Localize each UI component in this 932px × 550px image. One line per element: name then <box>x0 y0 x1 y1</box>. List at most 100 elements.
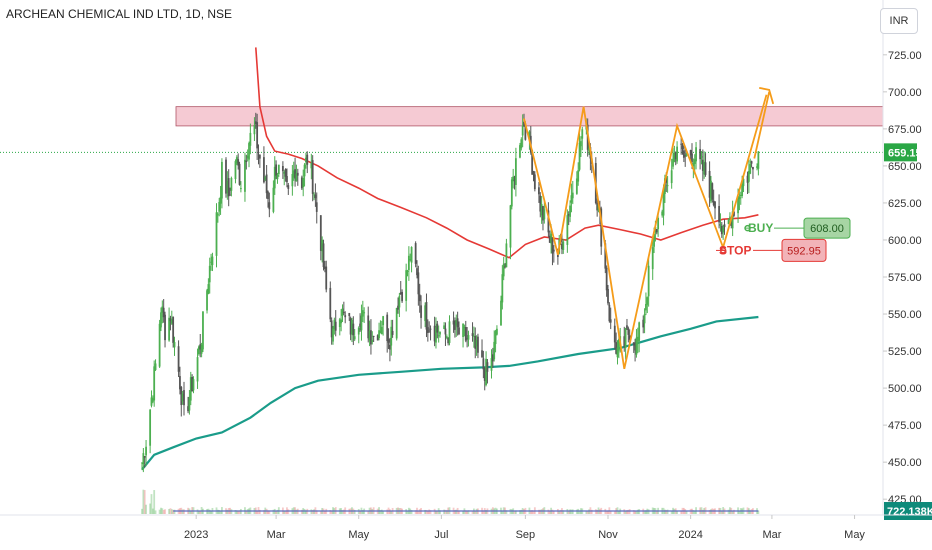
candle-body <box>306 154 309 165</box>
candle-body <box>711 183 714 200</box>
candle-body <box>494 331 497 345</box>
volume-bar <box>235 510 238 514</box>
volume-bar <box>665 509 668 514</box>
candle-body <box>227 178 230 197</box>
candle-body <box>382 316 385 326</box>
candle-body <box>662 189 665 216</box>
candle-body <box>283 171 286 174</box>
volume-bar <box>510 509 513 514</box>
candle-body <box>452 320 455 325</box>
candle-body <box>257 151 260 153</box>
volume-bar <box>738 510 741 514</box>
volume-bar <box>636 509 639 514</box>
x-axis[interactable]: 2023 Mar May Jul Sep Nov 2024 Mar May <box>0 514 932 541</box>
candle-body <box>361 310 364 317</box>
candle-body <box>284 169 287 177</box>
buy-label: BUY <box>748 221 773 235</box>
candle-body <box>141 462 143 464</box>
volume-bar <box>208 509 211 514</box>
candle-body <box>676 146 678 162</box>
candle-body <box>750 161 753 164</box>
candle-body <box>504 266 506 268</box>
volume-bar <box>670 510 673 514</box>
y-tick-label: 700.00 <box>888 87 922 99</box>
candle-body <box>646 297 649 305</box>
candle-body <box>199 344 202 350</box>
volume-bar <box>199 510 202 514</box>
candle-body <box>519 145 521 158</box>
candle-body <box>207 284 210 294</box>
volume-bar <box>443 509 445 514</box>
volume-bar <box>342 509 345 514</box>
volume-bar <box>424 509 427 514</box>
volume-bar <box>607 510 609 514</box>
target-arrow-shaft <box>753 91 771 159</box>
candle-body <box>463 327 466 329</box>
volume-bar <box>531 510 534 514</box>
volume-bar <box>655 510 658 514</box>
volume-bar <box>598 509 601 514</box>
candle-body <box>733 211 735 216</box>
volume-bar <box>540 509 543 514</box>
candle-body <box>401 291 403 302</box>
volume-bar <box>594 509 597 514</box>
volume-bar <box>627 509 630 514</box>
candle-body <box>666 185 669 187</box>
volume-bar <box>605 510 608 514</box>
candle-body <box>219 196 222 204</box>
candle-body <box>200 345 203 354</box>
last-price-tag <box>884 143 917 162</box>
currency-button[interactable]: INR <box>880 8 918 34</box>
volume-bar <box>647 509 650 514</box>
volume-bar <box>238 510 241 514</box>
candle-body <box>414 243 417 264</box>
candle-body <box>234 161 237 180</box>
y-tick-label: 600.00 <box>888 235 922 247</box>
candle-body <box>704 162 707 175</box>
candle-body <box>426 327 429 333</box>
volume-bar <box>414 510 417 514</box>
candle-body <box>225 159 227 194</box>
candle-body <box>729 216 731 218</box>
volume-bar <box>154 510 157 514</box>
candle-body <box>281 165 284 172</box>
volume-bar <box>588 509 590 514</box>
y-tick-label: 525.00 <box>888 346 922 358</box>
candle-body <box>208 265 211 283</box>
candle-body <box>562 241 565 250</box>
candle-body <box>229 194 231 196</box>
candle-body <box>319 215 322 251</box>
candle-body <box>477 336 479 353</box>
candle-body <box>578 142 581 170</box>
candle-body <box>235 157 238 164</box>
volume-bar <box>720 510 723 514</box>
moving-average-green <box>141 315 759 471</box>
candle-body <box>179 376 181 390</box>
volume-bar <box>149 503 152 514</box>
volume-bar <box>158 509 161 514</box>
candle-body <box>196 357 199 382</box>
candle-body <box>454 320 456 330</box>
candle-body <box>674 152 677 160</box>
x-tick-label: 2024 <box>678 529 702 541</box>
candle-body <box>703 161 706 175</box>
candle-body <box>531 150 534 175</box>
candle-body <box>689 150 692 156</box>
volume-bar <box>329 510 332 514</box>
volume-bar <box>562 510 565 514</box>
volume-bar <box>183 509 185 514</box>
candle-body <box>609 319 612 323</box>
candle-body <box>378 330 380 339</box>
candle-body <box>493 341 496 360</box>
y-axis[interactable]: 425.00450.00475.00500.00525.00550.00575.… <box>882 0 932 520</box>
candle-body <box>741 183 744 197</box>
candle-body <box>245 160 248 163</box>
candle-body <box>389 344 391 350</box>
volume-bar <box>143 490 146 514</box>
volume-bar <box>458 510 460 514</box>
candle-body <box>718 206 720 223</box>
candle-body <box>370 330 372 345</box>
y-tick-label: 725.00 <box>888 50 922 62</box>
candle-body <box>315 202 318 212</box>
